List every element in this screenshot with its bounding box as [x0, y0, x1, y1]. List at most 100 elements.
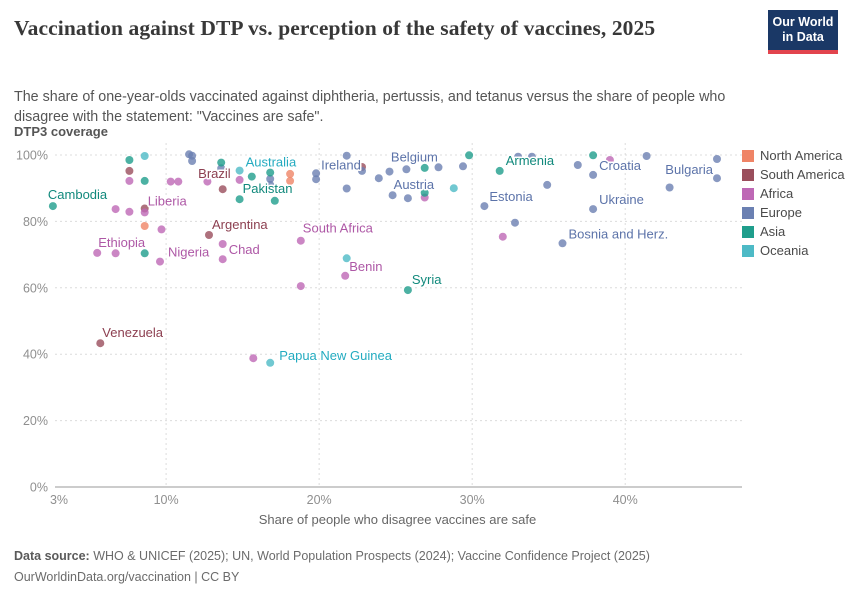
- data-point-asia[interactable]: [217, 158, 226, 167]
- data-point-africa[interactable]: [174, 177, 183, 186]
- data-point-venezuela[interactable]: [96, 339, 105, 348]
- data-point-asia[interactable]: [270, 196, 279, 205]
- data-point-europe[interactable]: [434, 163, 443, 172]
- country-label: Chad: [229, 242, 260, 257]
- data-point-africa[interactable]: [605, 156, 614, 164]
- owid-logo-line1: Our World: [772, 15, 834, 29]
- data-point-asia[interactable]: [140, 176, 149, 185]
- y-tick-label: 80%: [23, 215, 48, 229]
- data-point-syria[interactable]: [403, 286, 412, 295]
- data-point-bulgaria[interactable]: [713, 174, 721, 183]
- data-point-africa[interactable]: [218, 240, 227, 248]
- data-point-north-america[interactable]: [286, 176, 295, 185]
- data-point-africa[interactable]: [125, 176, 134, 185]
- legend-item-oceania[interactable]: Oceania: [742, 241, 845, 260]
- country-label: Bulgaria: [665, 162, 713, 177]
- data-source-line: Data source: WHO & UNICEF (2025); UN, Wo…: [14, 546, 650, 567]
- y-tick-label: 100%: [16, 149, 48, 163]
- data-point-asia[interactable]: [247, 172, 256, 181]
- data-point-europe[interactable]: [388, 191, 397, 200]
- data-point-asia[interactable]: [140, 249, 149, 258]
- data-point-armenia[interactable]: [495, 166, 504, 175]
- data-point-nigeria[interactable]: [156, 257, 164, 266]
- data-point-europe[interactable]: [511, 218, 519, 227]
- data-point-africa[interactable]: [125, 207, 134, 216]
- data-point-europe[interactable]: [312, 175, 321, 184]
- data-point-cambodia[interactable]: [48, 202, 57, 211]
- data-point-asia[interactable]: [420, 188, 429, 197]
- data-point-europe[interactable]: [358, 166, 366, 175]
- data-point-europe[interactable]: [342, 151, 351, 160]
- data-point-australia[interactable]: [235, 166, 244, 175]
- data-point-oceania[interactable]: [449, 184, 458, 193]
- data-point-europe[interactable]: [665, 183, 674, 192]
- data-point-europe[interactable]: [642, 152, 651, 160]
- country-label: Austria: [394, 177, 435, 192]
- data-point-asia[interactable]: [589, 151, 598, 160]
- data-point-austria[interactable]: [403, 194, 412, 203]
- data-point-europe[interactable]: [514, 152, 523, 161]
- data-point-asia[interactable]: [266, 168, 275, 177]
- legend-item-asia[interactable]: Asia: [742, 222, 845, 241]
- data-point-asia[interactable]: [465, 151, 474, 160]
- data-point-ireland[interactable]: [312, 169, 321, 178]
- data-point-north-america[interactable]: [286, 169, 295, 178]
- country-label: Liberia: [148, 193, 188, 208]
- country-label: Croatia: [599, 158, 642, 173]
- data-point-europe[interactable]: [527, 152, 536, 161]
- data-point-oceania[interactable]: [140, 152, 149, 160]
- data-point-europe[interactable]: [385, 167, 394, 176]
- country-label: Bosnia and Herz.: [569, 226, 669, 241]
- legend-item-europe[interactable]: Europe: [742, 203, 845, 222]
- data-point-pakistan[interactable]: [235, 195, 244, 204]
- data-point-chad[interactable]: [218, 255, 227, 264]
- data-point-asia[interactable]: [125, 156, 134, 164]
- data-point-europe[interactable]: [266, 180, 275, 189]
- legend-item-africa[interactable]: Africa: [742, 184, 845, 203]
- data-point-africa[interactable]: [249, 354, 258, 363]
- data-point-argentina[interactable]: [205, 231, 213, 239]
- legend-item-north-america[interactable]: North America: [742, 146, 845, 165]
- data-point-bosnia-and-herz-[interactable]: [558, 239, 567, 248]
- data-point-belgium[interactable]: [402, 165, 411, 174]
- data-point-europe[interactable]: [374, 174, 383, 183]
- data-point-estonia[interactable]: [480, 202, 489, 211]
- data-point-europe[interactable]: [543, 180, 552, 189]
- data-point-europe[interactable]: [342, 184, 351, 193]
- data-point-croatia[interactable]: [589, 170, 598, 179]
- data-source-label: Data source:: [14, 549, 90, 563]
- legend-item-south-america[interactable]: South America: [742, 165, 845, 184]
- data-point-europe[interactable]: [573, 161, 582, 169]
- data-point-liberia[interactable]: [140, 208, 149, 217]
- data-point-europe[interactable]: [713, 155, 721, 163]
- data-point-oceania[interactable]: [342, 254, 351, 263]
- data-point-africa[interactable]: [296, 282, 305, 291]
- data-point-europe[interactable]: [188, 157, 197, 165]
- data-point-africa[interactable]: [157, 225, 166, 234]
- legend-label: Asia: [760, 224, 786, 239]
- data-point-papua-new-guinea[interactable]: [266, 358, 275, 367]
- data-point-ukraine[interactable]: [589, 205, 598, 214]
- data-point-south-america[interactable]: [125, 166, 134, 175]
- data-point-benin[interactable]: [341, 271, 350, 280]
- data-point-brazil[interactable]: [218, 185, 227, 194]
- data-point-europe[interactable]: [459, 162, 467, 171]
- legend-label: South America: [760, 167, 845, 182]
- data-source-text: WHO & UNICEF (2025); UN, World Populatio…: [89, 549, 650, 563]
- data-point-africa[interactable]: [203, 177, 212, 186]
- data-point-africa[interactable]: [235, 175, 244, 184]
- owid-logo-line2: in Data: [782, 30, 824, 44]
- data-point-africa[interactable]: [498, 232, 507, 241]
- data-point-europe[interactable]: [266, 174, 275, 183]
- data-point-africa[interactable]: [111, 205, 120, 214]
- data-point-ethiopia[interactable]: [93, 248, 102, 257]
- data-point-north-america[interactable]: [140, 222, 149, 230]
- legend-swatch: [742, 244, 754, 257]
- data-point-asia[interactable]: [420, 163, 429, 172]
- data-point-europe[interactable]: [217, 164, 226, 173]
- legend-swatch: [742, 187, 754, 200]
- data-point-africa[interactable]: [166, 177, 175, 186]
- data-point-africa[interactable]: [111, 249, 120, 258]
- country-label: Syria: [412, 272, 442, 287]
- data-point-south-africa[interactable]: [296, 236, 305, 245]
